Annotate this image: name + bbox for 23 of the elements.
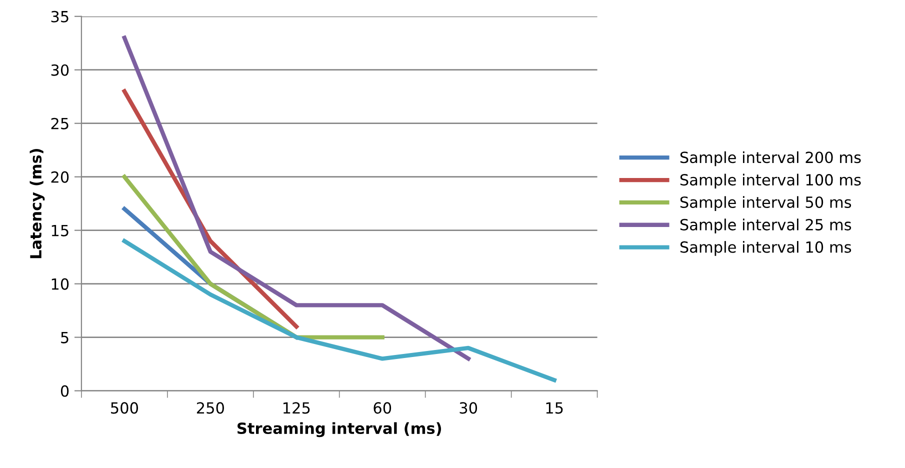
legend-label: Sample interval 25 ms [680,218,852,234]
y-tick-label: 10 [52,278,69,290]
x-axis-title: Streaming interval (ms) [238,422,442,438]
x-tick-label: 30 [460,402,478,414]
y-tick-label: 0 [60,385,69,397]
x-tick-label: 15 [546,402,563,414]
line-series [122,36,470,361]
y-tick-label: 35 [51,10,68,22]
y-tick-label: 25 [51,118,68,130]
line-series [122,238,556,382]
y-axis-title: Latency (ms) [30,148,45,258]
legend-label: Sample interval 100 ms [680,174,861,189]
y-tick-label: 30 [51,64,69,76]
x-tick-label: 125 [283,402,310,414]
x-tick-label: 250 [196,402,224,414]
legend-label: Sample interval 200 ms [680,151,861,166]
y-tick-label: 15 [52,224,68,236]
y-tick-label: 20 [51,171,69,183]
legend-label: Sample interval 10 ms [680,241,852,256]
y-tick-label: 5 [61,332,68,344]
legend-label: Sample interval 50 ms [680,196,852,211]
x-tick-label: 500 [111,402,138,414]
x-tick-label: 60 [374,402,392,414]
